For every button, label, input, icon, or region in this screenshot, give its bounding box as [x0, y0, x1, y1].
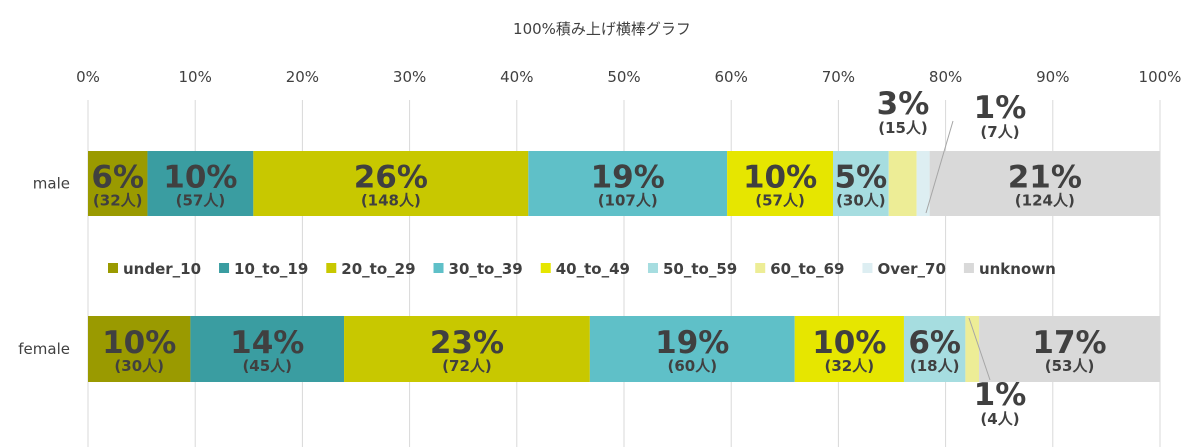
legend-label-30_to_39: 30_to_39: [449, 260, 523, 278]
data-label-count-male-40_to_49: (57人): [755, 192, 805, 210]
data-label-count-female-60_to_69: (4人): [980, 410, 1019, 428]
legend-label-unknown: unknown: [979, 260, 1056, 278]
legend-label-Over_70: Over_70: [877, 260, 945, 278]
legend-label-20_to_29: 20_to_29: [341, 260, 415, 278]
bar-segment-female-30_to_39: [589, 316, 795, 382]
legend-swatch-50_to_59: [647, 263, 658, 273]
x-tick-label: 60%: [715, 68, 748, 86]
data-label-count-male-unknown: (124人): [1015, 192, 1075, 210]
data-label-count-male-60_to_69: (15人): [878, 119, 928, 137]
data-label-count-female-unknown: (53人): [1045, 357, 1095, 375]
x-tick-label: 50%: [607, 68, 640, 86]
data-label-count-male-50_to_59: (30人): [836, 192, 886, 210]
chart-title: 100%積み上げ横棒グラフ: [513, 20, 691, 38]
data-label-pct-male-60_to_69: 3%: [877, 86, 930, 122]
bar-segment-male-Over_70: [916, 151, 930, 216]
bar-segment-female-50_to_59: [903, 316, 966, 382]
legend-swatch-40_to_49: [540, 263, 551, 273]
data-label-count-female-30_to_39: (60人): [667, 357, 717, 375]
data-label-count-male-under_10: (32人): [93, 192, 143, 210]
legend-label-50_to_59: 50_to_59: [663, 260, 737, 278]
x-tick-label: 0%: [76, 68, 100, 86]
bar-segment-female-10_to_19: [190, 316, 345, 382]
leader-line: [968, 317, 991, 381]
x-tick-label: 10%: [179, 68, 212, 86]
legend-label-10_to_19: 10_to_19: [234, 260, 308, 278]
legend-label-40_to_49: 40_to_49: [556, 260, 630, 278]
legend-swatch-60_to_69: [755, 263, 766, 273]
bar-segment-male-40_to_49: [727, 151, 834, 216]
data-label-count-female-50_to_59: (18人): [910, 357, 960, 375]
bar-segment-female-60_to_69: [965, 316, 980, 382]
x-tick-label: 40%: [500, 68, 533, 86]
data-label-pct-female-40_to_49: 10%: [812, 325, 886, 361]
data-label-pct-female-20_to_29: 23%: [430, 325, 504, 361]
x-tick-label: 90%: [1036, 68, 1069, 86]
data-label-pct-male-20_to_29: 26%: [354, 160, 428, 196]
data-label-pct-female-10_to_19: 14%: [230, 325, 304, 361]
bar-segment-male-20_to_29: [253, 151, 529, 216]
data-label-pct-female-50_to_59: 6%: [908, 325, 961, 361]
x-tick-label: 70%: [822, 68, 855, 86]
legend-swatch-under_10: [108, 263, 118, 273]
data-label-pct-male-50_to_59: 5%: [835, 160, 888, 196]
bar-segment-male-30_to_39: [528, 151, 728, 216]
x-tick-label: 30%: [393, 68, 426, 86]
bar-segment-female-20_to_29: [344, 316, 590, 382]
leader-line: [925, 120, 954, 214]
category-label-male: male: [33, 175, 70, 193]
data-label-pct-male-under_10: 6%: [91, 160, 144, 196]
bar-segment-male-unknown: [929, 151, 1160, 216]
data-label-count-male-10_to_19: (57人): [176, 192, 226, 210]
data-label-pct-female-under_10: 10%: [102, 325, 176, 361]
bar-segment-female-under_10: [88, 316, 191, 382]
x-tick-label: 20%: [286, 68, 319, 86]
data-label-pct-male-10_to_19: 10%: [163, 160, 237, 196]
data-label-count-female-20_to_29: (72人): [442, 357, 492, 375]
legend-swatch-20_to_29: [326, 263, 337, 273]
legend-label-60_to_69: 60_to_69: [770, 260, 844, 278]
x-tick-label: 100%: [1139, 68, 1182, 86]
bar-segment-female-40_to_49: [794, 316, 904, 382]
data-label-count-male-30_to_39: (107人): [598, 192, 658, 210]
data-label-count-female-40_to_49: (32人): [825, 357, 875, 375]
data-label-pct-female-60_to_69: 1%: [974, 377, 1027, 413]
legend-swatch-unknown: [963, 263, 974, 273]
bar-segment-male-10_to_19: [147, 151, 254, 216]
data-label-count-female-10_to_19: (45人): [242, 357, 292, 375]
data-label-pct-female-unknown: 17%: [1032, 325, 1106, 361]
data-label-pct-male-40_to_49: 10%: [743, 160, 817, 196]
data-label-pct-female-30_to_39: 19%: [655, 325, 729, 361]
bar-segment-male-under_10: [88, 151, 148, 216]
legend-swatch-Over_70: [862, 263, 873, 273]
data-label-count-male-20_to_29: (148人): [361, 192, 421, 210]
bar-segment-female-unknown: [979, 316, 1160, 382]
x-tick-label: 80%: [929, 68, 962, 86]
legend-swatch-10_to_19: [219, 263, 230, 273]
legend-label-under_10: under_10: [123, 260, 201, 278]
bar-segment-male-50_to_59: [833, 151, 889, 216]
category-label-female: female: [18, 340, 70, 358]
legend-swatch-30_to_39: [433, 263, 444, 273]
data-label-pct-male-30_to_39: 19%: [591, 160, 665, 196]
bar-segment-male-60_to_69: [888, 151, 917, 216]
data-label-pct-male-Over_70: 1%: [974, 90, 1027, 126]
data-label-count-male-Over_70: (7人): [980, 123, 1019, 141]
data-label-pct-male-unknown: 21%: [1008, 160, 1082, 196]
data-label-count-female-under_10: (30人): [114, 357, 164, 375]
